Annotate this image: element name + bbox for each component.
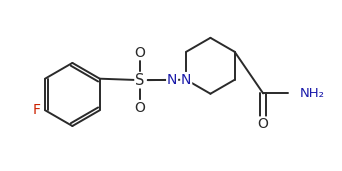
Text: O: O (134, 45, 145, 60)
Text: N: N (167, 73, 177, 87)
Text: O: O (134, 101, 145, 115)
Text: N: N (181, 73, 192, 87)
Text: F: F (33, 103, 41, 117)
Text: NH₂: NH₂ (299, 87, 324, 100)
Text: O: O (258, 117, 268, 131)
Text: S: S (135, 73, 144, 88)
